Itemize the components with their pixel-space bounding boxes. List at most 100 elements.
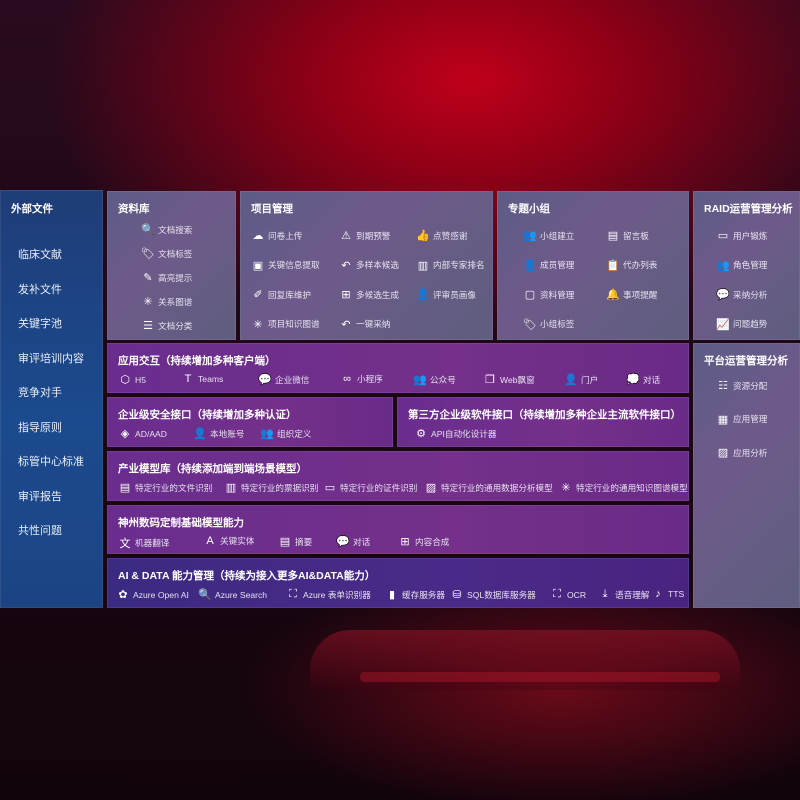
feature-item[interactable]: 💬 企业微信 — [258, 373, 309, 386]
feature-item[interactable]: ↶ 一键采纳 — [339, 318, 390, 331]
panel-title: 资料库 — [118, 203, 150, 215]
feature-item[interactable]: ✎ 高亮提示 — [141, 271, 192, 284]
feature-item[interactable]: 📈 问题趋势 — [716, 318, 767, 331]
alarm-icon: ⚠ — [341, 230, 351, 242]
ocr-icon: ⛶ — [553, 588, 561, 600]
summary-icon: ▤ — [279, 536, 291, 548]
feature-item[interactable]: 文机器翻译 — [118, 535, 170, 551]
tag-icon: 🏷 — [523, 318, 537, 331]
bbs-icon: ▤ — [607, 230, 619, 242]
feature-item[interactable]: 👥 组织定义 — [260, 427, 311, 440]
sidebar-item[interactable]: 共性问题 — [18, 525, 62, 537]
feature-item[interactable]: ☰ 文档分类 — [141, 319, 192, 332]
feature-label: 关键信息提取 — [268, 260, 320, 270]
feature-item[interactable]: ✳ 项目知识图谱 — [251, 318, 319, 331]
feature-item[interactable]: 👤 评审员画像 — [416, 288, 476, 301]
feature-label: 一键采纳 — [356, 319, 391, 329]
feature-item[interactable]: ✳ 特定行业的通用知识图谱模型 — [559, 481, 687, 494]
feature-item[interactable]: ⛶ OCR — [550, 588, 586, 601]
bell-icon: 🔔 — [606, 289, 620, 301]
sidebar-item[interactable]: 审评培训内容 — [18, 352, 84, 365]
panel-app-interaction: 应用交互（持续增加多种客户端） ⬡ H5 T Teams 💬 企业微信 ∞ 小程序 👥 公众号 ❐ We… — [107, 343, 689, 393]
sidebar-item[interactable]: 竞争对手 — [18, 387, 62, 399]
feature-label: Web飘窗 — [500, 374, 535, 385]
feature-item[interactable]: ▦ 应用管理 — [716, 413, 768, 426]
feature-item[interactable]: A 关键实体 — [203, 535, 254, 547]
feature-item[interactable]: ▤ 留言板 — [606, 229, 649, 242]
sidebar-item[interactable]: 临床文献 — [18, 249, 62, 261]
feature-label: 机器翻译 — [135, 538, 170, 548]
feature-item[interactable]: ⊞ 内容合成 — [398, 535, 449, 548]
panel-title: 应用交互（持续增加多种客户端） — [118, 355, 276, 367]
panel-library: 资料库 🔍 文档搜索 🏷 文档标签 ✎ 高亮提示 ✳ 关系图谱 ☰ 文档分类 — [107, 191, 236, 340]
feature-label: 小程序 — [357, 374, 383, 384]
feature-item[interactable]: ▮ 缓存服务器 — [385, 588, 445, 601]
feature-item[interactable]: ▭ 特定行业的证件识别 — [323, 481, 418, 494]
feature-item[interactable]: 🏷 文档标签 — [141, 247, 192, 260]
feature-item[interactable]: 👍 点赞感谢 — [416, 229, 467, 242]
panel-industry-models: 产业模型库（持续添加端到端场景模型） ▤ 特定行业的文件识别 ▥ 特定行业的票据识别 ▭ 特… — [107, 451, 689, 501]
feature-item[interactable]: ▥ 特定行业的票据识别 — [224, 481, 319, 494]
feature-item[interactable]: ▨ 特定行业的通用数据分析模型 — [424, 481, 553, 494]
feature-label: 公众号 — [430, 374, 456, 385]
feature-item[interactable]: 👤 成员管理 — [523, 259, 574, 272]
feature-item[interactable]: 💬 对话 — [336, 535, 370, 548]
feature-item[interactable]: ⤓ 语音理解 — [598, 588, 650, 601]
sidebar-item[interactable]: 关键字池 — [18, 318, 62, 330]
feature-item[interactable]: ✿ Azure Open AI — [116, 588, 189, 601]
feature-item[interactable]: ▢ 资料管理 — [523, 288, 575, 301]
feature-item[interactable]: 💬 采纳分析 — [716, 288, 767, 301]
feature-item[interactable]: ⊞ 多候选生成 — [339, 288, 399, 301]
feature-item[interactable]: 💭 对话 — [626, 373, 660, 386]
feature-item[interactable]: ⬡ H5 — [118, 373, 146, 386]
feature-item[interactable]: ❐ Web飘窗 — [483, 373, 535, 386]
feature-item[interactable]: 🔔 事项提醒 — [606, 288, 657, 301]
feature-item[interactable]: ▤ 摘要 — [278, 535, 312, 548]
feature-label: Azure 表单识别器 — [303, 589, 371, 600]
feature-item[interactable]: ▥ 内部专家排名 — [416, 259, 485, 272]
feature-label: Azure Open AI — [133, 589, 189, 600]
feature-label: API自动化设计器 — [431, 428, 497, 439]
local-account-icon: 👤 — [193, 428, 207, 440]
feature-label: 事项提醒 — [623, 289, 658, 300]
feature-item[interactable]: 👥 小组建立 — [523, 229, 574, 242]
feature-item[interactable]: ✳ 关系图谱 — [141, 295, 192, 308]
miniprogram-icon: ∞ — [343, 373, 351, 385]
sidebar-item[interactable]: 发补文件 — [18, 283, 62, 296]
feature-item[interactable]: ▭ 用户锻炼 — [716, 229, 768, 242]
feature-item[interactable]: 👤 本地账号 — [193, 427, 244, 440]
feature-label: 文档搜索 — [158, 224, 193, 235]
feature-item[interactable]: ⛁ SQL数据库服务器 — [450, 588, 535, 601]
feature-label: AD/AAD — [135, 428, 167, 439]
feature-label: 内容合成 — [415, 536, 450, 547]
feature-label: 回复库维护 — [268, 289, 311, 300]
feature-item[interactable]: ✐ 回复库维护 — [251, 288, 311, 301]
feature-item[interactable]: 👥 角色管理 — [716, 259, 767, 272]
feature-item[interactable]: ⚠ 到期预警 — [339, 229, 390, 242]
feature-item[interactable]: 🔍 文档搜索 — [141, 223, 192, 236]
feature-item[interactable]: ∞ 小程序 — [340, 373, 383, 385]
feature-item[interactable]: ☁ 问卷上传 — [251, 229, 303, 242]
feature-item[interactable]: ♪ TTS — [651, 588, 684, 600]
feature-item[interactable]: 👤 门户 — [564, 373, 598, 386]
feature-item[interactable]: 👥 公众号 — [413, 373, 456, 386]
feature-item[interactable]: 🔍 Azure Search — [198, 588, 267, 601]
feature-item[interactable]: ⚙ API自动化设计器 — [414, 427, 496, 440]
feature-item[interactable]: ▤ 特定行业的文件识别 — [118, 481, 213, 494]
feature-item[interactable]: ▨ 应用分析 — [716, 446, 768, 459]
feature-item[interactable]: ⛶ Azure 表单识别器 — [286, 588, 371, 601]
panel-third-party-interface: 第三方企业级软件接口（持续增加多种企业主流软件接口） ⚙ API自动化设计器 — [397, 397, 689, 447]
file-scan-icon: ▤ — [119, 482, 131, 494]
feature-item[interactable]: ☷ 资源分配 — [716, 379, 767, 392]
sidebar-item[interactable]: 标管中心标准 — [18, 456, 84, 468]
database-icon: ⛁ — [452, 589, 462, 601]
sidebar-item[interactable]: 审评报告 — [18, 490, 62, 503]
feature-item[interactable]: ◈ AD/AAD — [118, 427, 167, 440]
feature-item[interactable]: T Teams — [181, 373, 224, 385]
feature-item[interactable]: ▣ 关键信息提取 — [251, 259, 320, 272]
feature-item[interactable]: 📋 代办列表 — [606, 259, 657, 272]
feature-item[interactable]: 🏷 小组标签 — [523, 318, 574, 331]
sidebar-item[interactable]: 指导原则 — [18, 421, 62, 434]
feature-label: 高亮提示 — [158, 272, 193, 283]
feature-item[interactable]: ↶ 多样本候选 — [339, 259, 399, 272]
